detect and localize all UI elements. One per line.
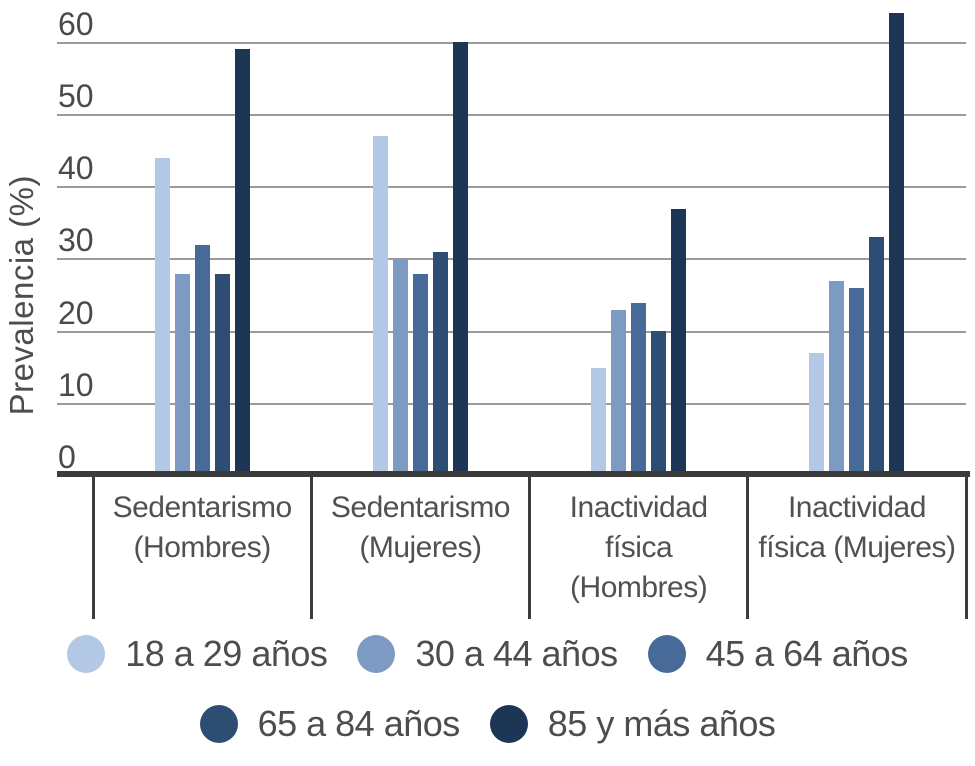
bar	[591, 367, 607, 471]
legend-row: 65 a 84 años 85 y más años	[0, 692, 975, 756]
legend-item: 85 y más años	[489, 703, 776, 745]
gridline	[57, 403, 966, 405]
category-label-line: Inactividad	[787, 491, 926, 524]
legend-label: 30 a 44 años	[415, 633, 618, 674]
category-label-line: (Mujeres)	[359, 531, 482, 564]
gridline	[57, 330, 966, 333]
y-tick-label: 50	[58, 77, 94, 114]
bar	[849, 288, 865, 471]
bar	[154, 157, 170, 471]
category-divider	[746, 477, 750, 619]
legend: 18 a 29 años 30 a 44 años 45 a 64 años 65 a…	[0, 622, 975, 756]
y-axis-title-wrap: Prevalencia (%)	[0, 110, 44, 480]
category-label: Inactividad física (Mujeres)	[748, 488, 966, 568]
bar	[372, 136, 388, 471]
legend-row: 18 a 29 años 30 a 44 años 45 a 64 años	[0, 622, 975, 686]
bar	[889, 13, 905, 471]
legend-item: 18 a 29 años	[67, 633, 328, 675]
bar	[452, 42, 468, 471]
legend-item: 45 a 64 años	[647, 633, 909, 675]
gridline	[57, 258, 966, 261]
bar	[432, 251, 448, 471]
bar-group	[809, 13, 905, 471]
category-label-line: Sedentarismo	[112, 491, 293, 524]
bar-group	[154, 49, 250, 471]
x-axis-line	[57, 471, 970, 477]
legend-swatch	[647, 635, 686, 673]
bar	[671, 208, 687, 471]
category-label-line: física (Mujeres)	[758, 531, 956, 564]
y-tick-label: 10	[58, 367, 94, 403]
category-label-line: (Hombres)	[570, 571, 708, 604]
legend-swatch	[489, 705, 528, 743]
legend-item: 65 a 84 años	[199, 703, 461, 745]
bar	[829, 280, 845, 471]
category-divider	[528, 477, 531, 619]
category-label-line: física	[605, 531, 673, 564]
y-tick-label: 30	[58, 222, 94, 259]
legend-label: 65 a 84 años	[257, 703, 461, 744]
bar-group	[591, 208, 687, 471]
bar	[651, 331, 667, 471]
y-tick-label: 40	[58, 150, 94, 187]
bar	[611, 309, 627, 471]
bar	[174, 273, 190, 471]
category-divider	[309, 477, 313, 619]
bar-group	[372, 42, 468, 471]
legend-label: 45 a 64 años	[705, 633, 909, 674]
y-axis-title: Prevalencia (%)	[3, 174, 40, 416]
category-label: Sedentarismo (Mujeres)	[311, 488, 529, 568]
bar	[412, 273, 428, 471]
category-label-line: Inactividad	[569, 491, 708, 524]
plot-area: 0 10 20 30 40 50 60	[57, 0, 966, 477]
legend-swatch	[357, 635, 396, 673]
bar	[809, 353, 825, 471]
category-label-line: (Hombres)	[133, 531, 272, 564]
category-label-line: Sedentarismo	[330, 491, 511, 524]
y-tick-label: 60	[58, 5, 94, 42]
category-divider	[91, 477, 95, 619]
legend-label: 85 y más años	[547, 703, 776, 744]
y-tick-label: 20	[58, 294, 94, 331]
legend-label: 18 a 29 años	[125, 633, 328, 674]
bar	[392, 259, 408, 471]
gridline	[57, 186, 966, 189]
bar	[631, 302, 647, 471]
category-label: Sedentarismo (Hombres)	[93, 488, 311, 568]
category-label: Inactividad física (Hombres)	[530, 488, 748, 608]
legend-item: 30 a 44 años	[357, 633, 618, 675]
legend-swatch	[199, 705, 238, 743]
gridline	[57, 41, 966, 44]
bar	[214, 273, 230, 471]
legend-swatch	[67, 635, 106, 673]
bar	[869, 237, 885, 471]
bar	[194, 244, 210, 471]
gridline	[57, 113, 966, 116]
bar	[234, 49, 250, 471]
category-divider	[964, 477, 968, 619]
y-tick-label: 0	[58, 439, 76, 476]
